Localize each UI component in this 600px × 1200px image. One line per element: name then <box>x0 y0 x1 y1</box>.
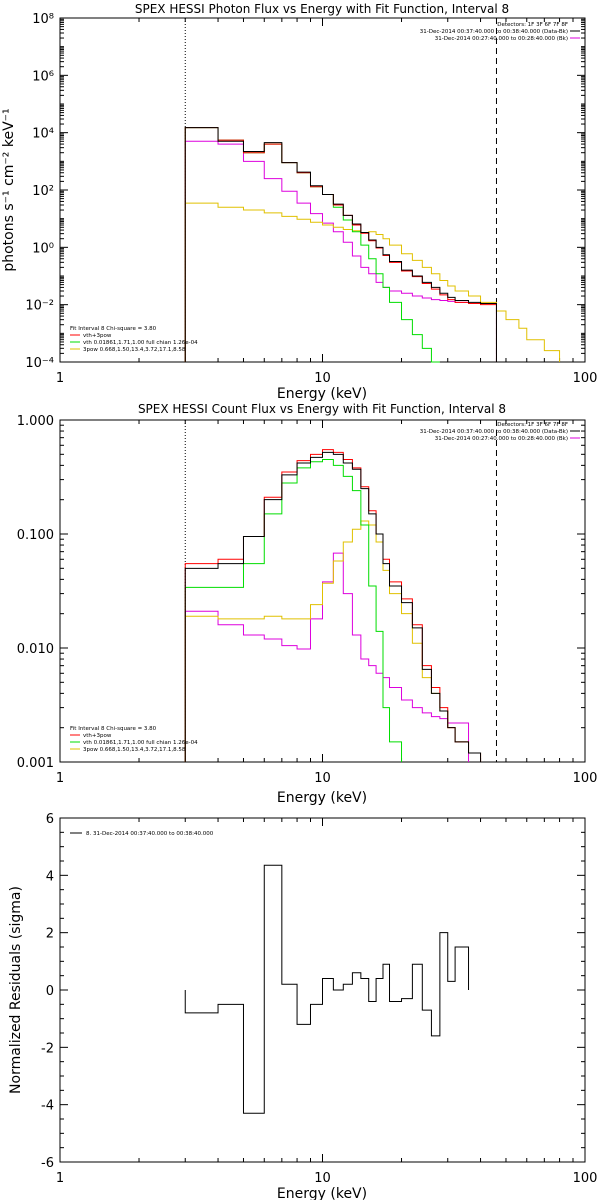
photon-flux-panel: SPEX HESSI Photon Flux vs Energy with Fi… <box>1 2 597 402</box>
x-tick-label: 1 <box>56 371 64 386</box>
x-tick-label: 1 <box>56 1171 64 1186</box>
series-line-bk <box>184 140 497 362</box>
y-tick-label: 10⁴ <box>32 127 54 142</box>
legend-top-entry: 31-Dec-2014 00:37:40.000 to 00:38:40.000… <box>420 429 568 435</box>
y-tick-label: 0.010 <box>17 642 54 657</box>
y-tick-label: 2 <box>46 927 54 942</box>
y-tick-label: 1.000 <box>17 414 54 429</box>
x-axis-label: Energy (keV) <box>277 386 367 402</box>
x-tick-label: 10 <box>314 371 331 386</box>
y-tick-label: 10² <box>32 184 54 199</box>
plot-area: 1 10 100 0.001 0.010 0.100 1.000 Detectors: 1F … <box>17 414 598 786</box>
x-axis-label: Energy (keV) <box>277 790 367 806</box>
y-tick-label: 10⁶ <box>32 69 54 84</box>
y-tick-label: 10⁻² <box>25 299 54 314</box>
legend-top-entry: 31-Dec-2014 00:27:40.000 to 00:28:40.000… <box>435 436 568 442</box>
legend-top-entry: 31-Dec-2014 00:37:40.000 to 00:38:40.000… <box>420 29 568 35</box>
y-tick-label: 6 <box>46 812 54 827</box>
legend-bottom-entry: Fit Interval 8 Chi-square = 3.80 <box>70 726 157 732</box>
y-tick-label: 4 <box>46 869 54 884</box>
legend-entry: 8. 31-Dec-2014 00:37:40.000 to 00:38:40.… <box>86 831 214 837</box>
y-tick-label: 10⁻⁴ <box>25 356 54 371</box>
x-axis-label: Energy (keV) <box>277 1186 367 1200</box>
x-tick-label: 100 <box>573 771 598 786</box>
series-line-3pow <box>184 202 561 362</box>
y-tick-label: 0 <box>46 984 54 999</box>
legend-bottom-entry: vth 0.01861,1.71,1.00 full chian 1.26e-0… <box>83 740 198 746</box>
series-line-vth <box>184 459 403 762</box>
y-tick-label: -4 <box>41 1099 54 1114</box>
series-line-data-bk <box>184 451 482 762</box>
y-tick-label: -6 <box>41 1156 54 1171</box>
series-line-bk <box>184 552 470 762</box>
count-flux-panel: SPEX HESSI Count Flux vs Energy with Fit… <box>17 402 598 806</box>
x-tick-label: 10 <box>314 1171 331 1186</box>
y-tick-label: 10⁸ <box>32 12 54 27</box>
series-line-8-31-dec-2014-00-37-40-000-to-00-38-40-000 <box>184 864 470 1114</box>
y-tick-label: 0.100 <box>17 528 54 543</box>
series-line-vth-3pow <box>184 127 497 362</box>
legend-top-entry: Detectors: 1F 3F 6F 7F 8F <box>497 422 568 428</box>
x-tick-label: 100 <box>573 371 598 386</box>
legend-bottom-entry: 3pow 0.668,1.50,13.4,3.72,17.1,8.58 <box>83 347 186 353</box>
series-line-data-bk <box>184 127 497 362</box>
legend-bottom-entry: vth+3pow <box>83 733 112 739</box>
y-tick-label: 10⁰ <box>32 241 54 256</box>
series-line-vth-3pow <box>184 449 482 762</box>
plot-area: 1 10 100 10⁻⁴ 10⁻² 10⁰ 10² 10⁴ 10⁶ 10⁸ Detectors: … <box>25 12 597 386</box>
legend-top-entry: 31-Dec-2014 00:27:40.000 to 00:28:40.000… <box>435 36 568 42</box>
y-tick-label: 0.001 <box>17 756 54 771</box>
legend-bottom-entry: 3pow 0.668,1.50,13.4,3.72,17.1,8.58 <box>83 747 186 753</box>
x-tick-label: 1 <box>56 771 64 786</box>
y-axis-label: Normalized Residuals (sigma) <box>8 886 24 1094</box>
y-axis-label: photons s⁻¹ cm⁻² keV⁻¹ <box>1 108 17 271</box>
legend-bottom-entry: Fit Interval 8 Chi-square = 3.80 <box>70 326 157 332</box>
y-tick-label: -2 <box>41 1041 54 1056</box>
chart-title: SPEX HESSI Count Flux vs Energy with Fit… <box>138 402 506 416</box>
legend-bottom-entry: vth+3pow <box>83 333 112 339</box>
plot-area: 1 10 100 -6 -4 -2 0 2 4 6 8. 31-Dec-2014 00:37:40.… <box>41 812 597 1186</box>
legend-top-entry: Detectors: 1F 3F 6F 7F 8F <box>497 22 568 28</box>
x-tick-label: 100 <box>573 1171 598 1186</box>
chart-title: SPEX HESSI Photon Flux vs Energy with Fi… <box>135 2 509 16</box>
residuals-panel: Energy (keV) Normalized Residuals (sigma… <box>8 812 597 1200</box>
legend-bottom-entry: vth 0.01861,1.71,1.00 full chian 1.26e-0… <box>83 340 198 346</box>
x-tick-label: 10 <box>314 771 331 786</box>
